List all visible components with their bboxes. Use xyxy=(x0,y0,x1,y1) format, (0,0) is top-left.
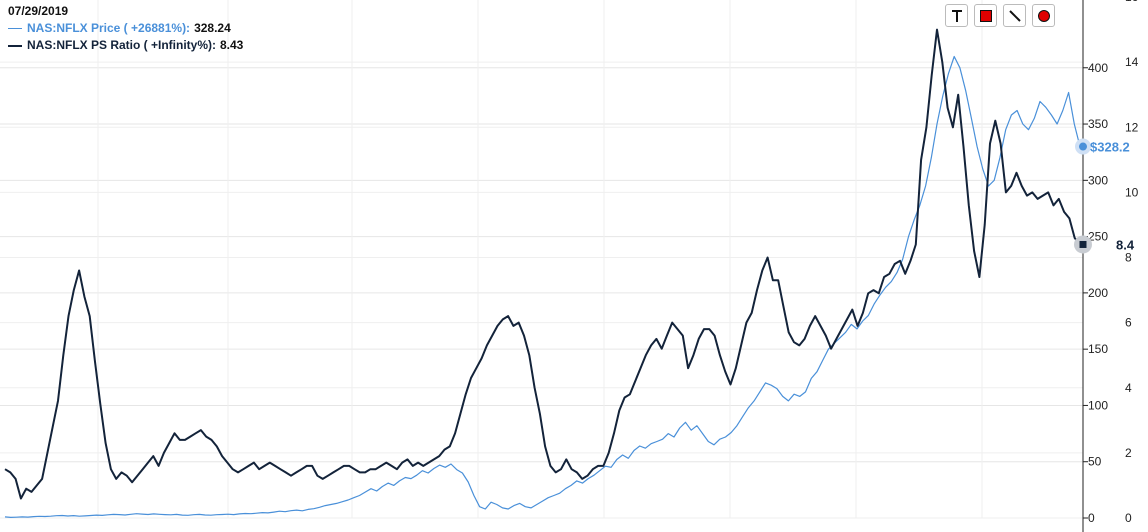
price-tick-label: 300 xyxy=(1088,173,1108,187)
gridlines xyxy=(0,0,1083,519)
price-series-label: NAS:NFLX Price ( +26881%): xyxy=(27,21,191,35)
legend-ps-row: NAS:NFLX PS Ratio ( +Infinity%): 8.43 xyxy=(8,37,243,54)
rectangle-tool-button[interactable] xyxy=(974,4,997,27)
price-tick-label: 50 xyxy=(1088,455,1102,469)
ps-tick-label: 12 xyxy=(1125,120,1139,134)
ps-series-label: NAS:NFLX PS Ratio ( +Infinity%): xyxy=(27,38,216,52)
price-tick-label: 0 xyxy=(1088,511,1095,525)
circle-tool-button[interactable] xyxy=(1032,4,1055,27)
price-tick-label: 350 xyxy=(1088,117,1108,131)
price-tick-label: 150 xyxy=(1088,342,1108,356)
price-end-label: $328.2 xyxy=(1090,140,1130,155)
text-tool-button[interactable] xyxy=(945,4,968,27)
ps-tick-label: 8 xyxy=(1125,251,1132,265)
series-lines xyxy=(4,28,1081,519)
legend: 07/29/2019 NAS:NFLX Price ( +26881%): 32… xyxy=(8,3,243,54)
text-T-icon xyxy=(951,9,962,22)
ps-end-dot xyxy=(1079,240,1087,248)
red-circle-icon xyxy=(1037,9,1050,22)
ps-tick-label: 4 xyxy=(1125,381,1132,395)
legend-price-row: NAS:NFLX Price ( +26881%): 328.24 xyxy=(8,20,243,37)
ps-series-value: 8.43 xyxy=(220,38,244,52)
ps-end-label: 8.4 xyxy=(1116,237,1135,252)
ps-ratio-axis: 0 2 4 6 8 10 12 14 16 xyxy=(1125,0,1139,525)
ps-tick-label: 6 xyxy=(1125,316,1132,330)
end-markers: $328.2 8.4 xyxy=(1074,138,1135,254)
ps-tick-label: 10 xyxy=(1125,185,1139,199)
price-tick-label: 400 xyxy=(1088,61,1108,75)
drawing-toolbar xyxy=(945,4,1055,27)
price-tick-label: 100 xyxy=(1088,398,1108,412)
price-tick-label: 250 xyxy=(1088,230,1108,244)
ps-ratio-series-line xyxy=(4,28,1081,500)
ps-tick-label: 14 xyxy=(1125,55,1139,69)
line-tool-button[interactable] xyxy=(1003,4,1026,27)
red-square-icon xyxy=(979,9,992,22)
price-series-value: 328.24 xyxy=(194,21,231,35)
ps-tick-label: 2 xyxy=(1125,446,1132,460)
price-tick-label: 200 xyxy=(1088,286,1108,300)
legend-date: 07/29/2019 xyxy=(8,4,69,18)
price-axis: 0 50 100 150 200 250 300 350 400 xyxy=(1082,0,1108,532)
diagonal-line-icon xyxy=(1008,9,1021,22)
price-end-dot xyxy=(1079,142,1087,151)
ps-tick-label: 16 xyxy=(1125,0,1139,4)
price-swatch xyxy=(8,28,22,29)
ps-tick-label: 0 xyxy=(1125,511,1132,525)
ps-swatch xyxy=(8,44,22,47)
